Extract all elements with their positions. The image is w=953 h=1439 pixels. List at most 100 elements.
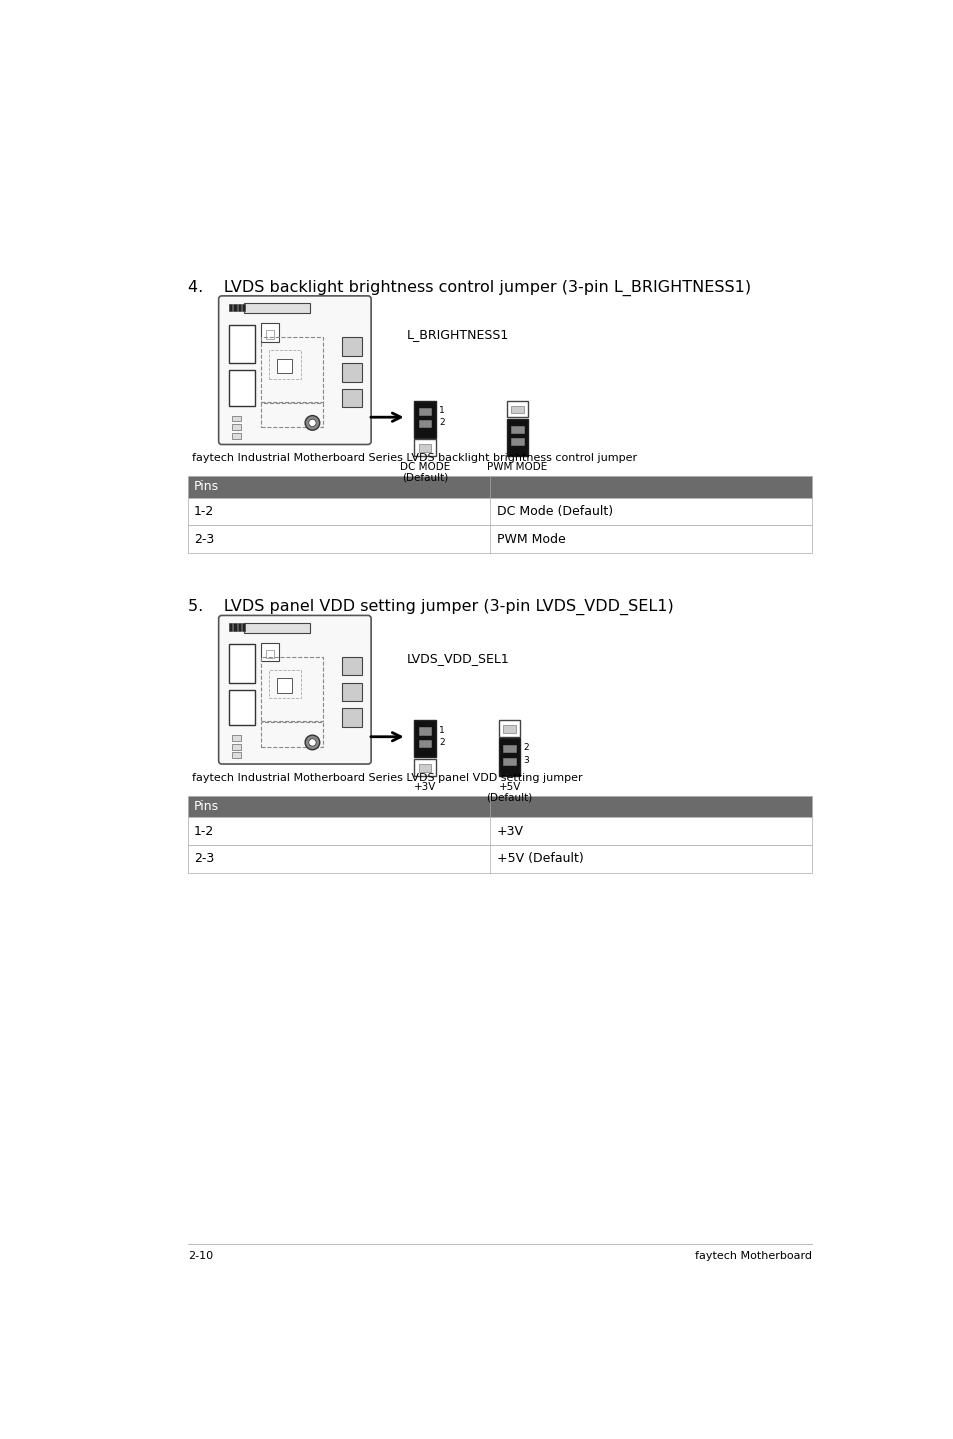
Bar: [232, 416, 240, 422]
Bar: [261, 403, 322, 427]
Bar: [341, 708, 362, 727]
Bar: [243, 623, 309, 633]
Text: L_BRIGHTNESS1: L_BRIGHTNESS1: [406, 328, 508, 341]
Bar: [341, 337, 362, 355]
Bar: [418, 727, 431, 734]
Bar: [232, 425, 240, 430]
Bar: [188, 817, 811, 845]
Bar: [503, 758, 516, 766]
Bar: [503, 725, 516, 732]
Bar: [261, 722, 322, 747]
Circle shape: [305, 416, 319, 430]
Bar: [503, 745, 516, 753]
Bar: [188, 476, 811, 498]
Bar: [418, 445, 431, 452]
Bar: [498, 738, 520, 776]
Bar: [237, 304, 241, 311]
Text: 2-3: 2-3: [193, 852, 214, 865]
Bar: [261, 643, 278, 662]
Bar: [229, 645, 255, 682]
Bar: [261, 658, 322, 721]
Text: (Default): (Default): [401, 473, 448, 484]
Text: 3: 3: [523, 755, 529, 766]
Bar: [232, 744, 240, 750]
Circle shape: [309, 419, 315, 426]
Bar: [188, 498, 811, 525]
Bar: [418, 764, 431, 771]
Text: 2-10: 2-10: [188, 1252, 213, 1262]
Bar: [242, 623, 245, 630]
Bar: [229, 304, 232, 311]
Bar: [341, 363, 362, 381]
FancyBboxPatch shape: [218, 616, 371, 764]
Text: 1-2: 1-2: [193, 825, 214, 837]
Bar: [233, 623, 236, 630]
Text: 5.    LVDS panel VDD setting jumper (3-pin LVDS_VDD_SEL1): 5. LVDS panel VDD setting jumper (3-pin …: [188, 599, 673, 616]
Bar: [506, 400, 528, 417]
Text: 1: 1: [438, 406, 444, 414]
Text: DC Mode (Default): DC Mode (Default): [496, 505, 612, 518]
Bar: [237, 623, 241, 630]
Circle shape: [309, 738, 315, 745]
Bar: [229, 689, 255, 725]
Bar: [414, 720, 436, 757]
Text: +5V (Default): +5V (Default): [496, 852, 582, 865]
Bar: [268, 669, 300, 698]
Text: DC MODE: DC MODE: [399, 462, 450, 472]
Bar: [233, 304, 236, 311]
Text: 1-2: 1-2: [193, 505, 214, 518]
Bar: [261, 337, 322, 401]
Bar: [511, 439, 523, 446]
Bar: [232, 433, 240, 439]
Bar: [511, 426, 523, 433]
Text: 4.    LVDS backlight brightness control jumper (3-pin L_BRIGHTNESS1): 4. LVDS backlight brightness control jum…: [188, 279, 750, 296]
Bar: [229, 370, 255, 406]
Text: 1: 1: [438, 725, 444, 734]
Bar: [188, 525, 811, 553]
Text: (Default): (Default): [486, 793, 533, 803]
Text: +3V: +3V: [414, 781, 436, 791]
Bar: [341, 658, 362, 675]
Bar: [418, 407, 431, 414]
Text: Pins: Pins: [193, 481, 219, 494]
Bar: [229, 325, 255, 363]
Bar: [277, 358, 292, 373]
Bar: [277, 678, 292, 692]
Bar: [261, 324, 278, 341]
Text: faytech Motherboard: faytech Motherboard: [694, 1252, 811, 1262]
Bar: [232, 753, 240, 758]
Text: faytech Industrial Motherboard Series LVDS backlight brightness control jumper: faytech Industrial Motherboard Series LV…: [192, 453, 637, 463]
Circle shape: [305, 735, 319, 750]
Text: Pins: Pins: [193, 800, 219, 813]
Bar: [265, 650, 274, 659]
Text: 2: 2: [438, 419, 444, 427]
FancyBboxPatch shape: [218, 296, 371, 445]
Bar: [229, 623, 232, 630]
Bar: [243, 304, 309, 314]
Bar: [188, 845, 811, 872]
Text: PWM MODE: PWM MODE: [487, 462, 547, 472]
Text: +3V: +3V: [496, 825, 523, 837]
Bar: [232, 735, 240, 741]
Bar: [414, 758, 436, 776]
Text: faytech Industrial Motherboard Series LVDS panel VDD setting jumper: faytech Industrial Motherboard Series LV…: [192, 773, 581, 783]
Text: +5V: +5V: [498, 781, 520, 791]
Bar: [418, 740, 431, 747]
Bar: [341, 682, 362, 701]
Bar: [418, 420, 431, 427]
Bar: [268, 350, 300, 378]
Bar: [188, 796, 811, 817]
Bar: [506, 419, 528, 456]
Text: 2-3: 2-3: [193, 532, 214, 545]
Bar: [414, 439, 436, 456]
Bar: [341, 389, 362, 407]
Bar: [265, 331, 274, 338]
Bar: [498, 720, 520, 737]
Text: 2: 2: [523, 744, 529, 753]
Bar: [511, 406, 523, 413]
Bar: [414, 400, 436, 437]
Text: LVDS_VDD_SEL1: LVDS_VDD_SEL1: [406, 652, 509, 665]
Text: PWM Mode: PWM Mode: [496, 532, 565, 545]
Bar: [242, 304, 245, 311]
Text: 2: 2: [438, 738, 444, 747]
